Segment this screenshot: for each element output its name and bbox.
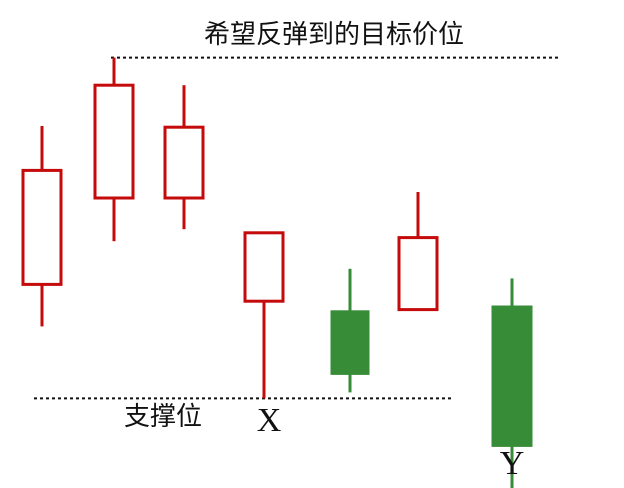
target-price-label: 希望反弹到的目标价位 — [204, 20, 464, 50]
candle-3-body — [163, 125, 205, 200]
candle-5 — [330, 268, 370, 393]
marker-y-label: Y — [500, 445, 525, 482]
candle-7 — [491, 278, 533, 488]
candle-6-body — [397, 236, 439, 312]
candle-1 — [21, 126, 63, 327]
reference-lines — [34, 56, 558, 400]
support-level-label: 支撑位 — [124, 402, 202, 432]
candle-4-body — [243, 231, 285, 303]
candle-7-body — [491, 305, 533, 447]
candle-5-body — [330, 310, 370, 375]
candle-3 — [163, 85, 205, 230]
marker-x-label: X — [257, 402, 282, 439]
candle-1-body — [21, 168, 63, 286]
candles — [21, 57, 533, 488]
chart-labels: 希望反弹到的目标价位 支撑位 X Y — [124, 20, 524, 482]
candle-6 — [397, 192, 439, 312]
candle-4 — [243, 231, 285, 399]
candle-2 — [93, 57, 135, 242]
candle-2-body — [93, 83, 135, 200]
